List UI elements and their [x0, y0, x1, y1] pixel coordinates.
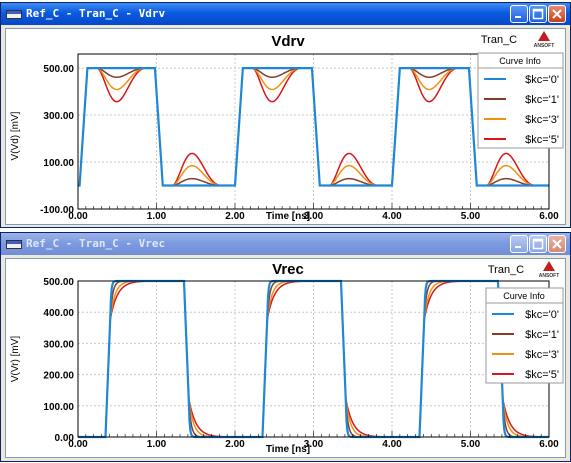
window-vrec[interactable]: Ref_C - Tran_C - Vrec Vrec Tran_C ANSOFT…: [0, 232, 571, 462]
legend[interactable]: Curve Info $kc='0' $kc='1' $kc='3' $kc='5': [485, 287, 564, 384]
close-button[interactable]: [548, 235, 566, 253]
x-tick-label: 6.00: [539, 211, 559, 222]
y-tick-label: 200.00: [43, 371, 74, 382]
x-tick-label: 5.00: [461, 211, 481, 222]
maximize-icon: [532, 238, 544, 250]
plot-area[interactable]: Vrec Tran_C ANSOFT 0.00 1.00 2.00 3.00 4.00 5…: [5, 258, 566, 458]
window-icon[interactable]: [6, 10, 22, 19]
minimize-icon: [515, 16, 521, 18]
x-tick-label: 4.00: [382, 211, 402, 222]
x-tick-label: 4.00: [382, 439, 402, 450]
chart-title: Vrec: [272, 261, 304, 278]
y-axis-label: V(Vr) [mV]: [10, 336, 21, 383]
y-tick-label: 500.00: [43, 64, 74, 75]
x-tick-label: 1.00: [147, 439, 167, 450]
window-title: Ref_C - Tran_C - Vrec: [26, 237, 166, 250]
y-tick-label: 300.00: [43, 111, 74, 122]
legend-entry: $kc='0': [525, 309, 559, 321]
legend-entry: $kc='5': [525, 134, 559, 146]
chart-title: Vdrv: [271, 33, 305, 50]
x-tick-label: 1.00: [147, 211, 167, 222]
maximize-button[interactable]: [529, 5, 547, 23]
window-icon[interactable]: [6, 240, 22, 249]
x-tick-label: 0.00: [68, 439, 88, 450]
minimize-button[interactable]: [510, 235, 528, 253]
solution-label: Tran_C: [488, 264, 524, 276]
minimize-button[interactable]: [510, 5, 528, 23]
close-button[interactable]: [548, 5, 566, 23]
title-bar[interactable]: Ref_C - Tran_C - Vdrv: [1, 3, 570, 25]
legend-title: Curve Info: [499, 56, 541, 66]
legend-entry: $kc='0': [525, 74, 559, 86]
svg-text:ANSOFT: ANSOFT: [534, 43, 555, 49]
legend-title: Curve Info: [503, 291, 545, 301]
x-axis-label: Time [ns]: [266, 211, 310, 222]
y-axis-label: V(Vd) [mV]: [10, 111, 21, 160]
close-icon: [552, 9, 562, 19]
x-tick-label: 2.00: [225, 439, 245, 450]
ansoft-logo: ANSOFT: [539, 261, 560, 279]
vdrv-chart[interactable]: Vdrv Tran_C ANSOFT 0.00 1.00 2.00 3.00 4.00 5…: [6, 29, 565, 224]
y-tick-label: 300.00: [43, 339, 74, 350]
minimize-icon: [515, 246, 521, 248]
legend-entry: $kc='3': [525, 349, 559, 361]
svg-text:ANSOFT: ANSOFT: [539, 273, 560, 279]
legend-entry: $kc='1': [525, 329, 559, 341]
x-tick-label: 3.00: [304, 211, 324, 222]
legend[interactable]: Curve Info $kc='0' $kc='1' $kc='3' $kc='5': [477, 52, 564, 149]
x-tick-label: 5.00: [461, 439, 481, 450]
window-title: Ref_C - Tran_C - Vdrv: [26, 7, 166, 20]
y-tick-label: -100.00: [40, 205, 74, 216]
vrec-chart[interactable]: Vrec Tran_C ANSOFT 0.00 1.00 2.00 3.00 4.00 5…: [6, 259, 565, 457]
maximize-button[interactable]: [529, 235, 547, 253]
solution-label: Tran_C: [481, 34, 517, 46]
legend-entry: $kc='5': [525, 369, 559, 381]
legend-entry: $kc='3': [525, 114, 559, 126]
y-tick-label: 100.00: [43, 158, 74, 169]
legend-entry: $kc='1': [525, 94, 559, 106]
y-tick-label: 0.00: [55, 433, 75, 444]
y-tick-label: 100.00: [43, 402, 74, 413]
window-vdrv[interactable]: Ref_C - Tran_C - Vdrv Vdrv Tran_C ANSOFT…: [0, 2, 571, 228]
y-tick-label: 400.00: [43, 308, 74, 319]
title-bar[interactable]: Ref_C - Tran_C - Vrec: [1, 233, 570, 255]
x-tick-label: 6.00: [539, 439, 559, 450]
ansoft-logo: ANSOFT: [534, 31, 555, 49]
close-icon: [552, 239, 562, 249]
x-tick-label: 2.00: [225, 211, 245, 222]
series-line-0: [78, 66, 549, 187]
plot-area[interactable]: Vdrv Tran_C ANSOFT 0.00 1.00 2.00 3.00 4.00 5…: [5, 28, 566, 225]
x-tick-label: 3.00: [304, 439, 324, 450]
y-tick-label: 500.00: [43, 277, 74, 288]
maximize-icon: [532, 8, 544, 20]
x-tick-label: 0.00: [68, 211, 88, 222]
x-axis-label: Time [ns]: [266, 444, 310, 455]
